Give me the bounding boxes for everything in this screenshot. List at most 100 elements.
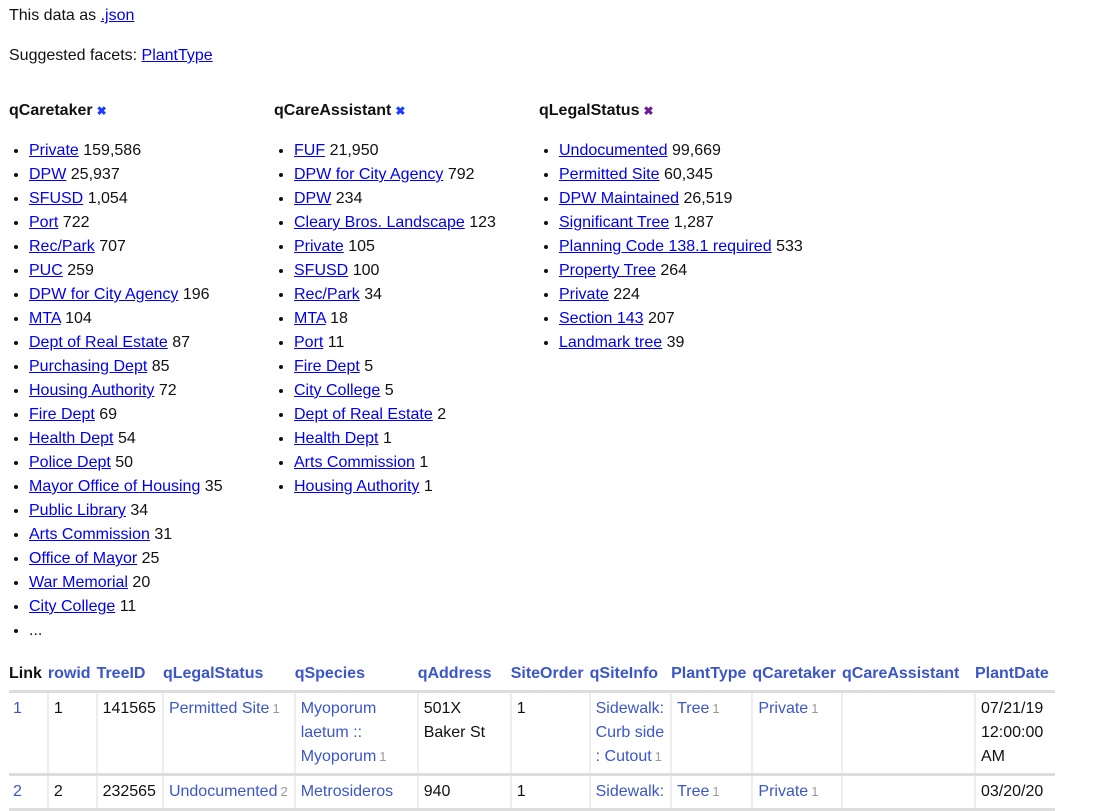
facet-count: 259 [67, 262, 94, 279]
facet-value-link[interactable]: Private [559, 286, 609, 303]
facet-value-link[interactable]: MTA [29, 310, 61, 327]
facet-value-link[interactable]: Fire Dept [29, 406, 95, 423]
remove-facet-x-icon[interactable]: ✖ [643, 104, 654, 118]
facet-count: 792 [447, 166, 475, 183]
facet-item: City College 11 [29, 595, 274, 619]
facet-value-link[interactable]: Permitted Site [559, 166, 660, 183]
facet-value-link[interactable]: Arts Commission [294, 454, 415, 471]
facet-value-link[interactable]: DPW for City Agency [29, 286, 179, 303]
column-header-Link: Link [9, 660, 48, 693]
column-header-qAddress[interactable]: qAddress [417, 660, 511, 693]
facet-value-link[interactable]: DPW for City Agency [294, 166, 444, 183]
facet-item: FUF 21,950 [294, 139, 539, 163]
legal-link[interactable]: Undocumented [168, 783, 278, 800]
facet-value-link[interactable]: DPW Maintained [559, 190, 680, 207]
link-link[interactable]: 2 [13, 783, 22, 800]
treeid-value: 232565 [102, 783, 156, 800]
suggested-facet-planttype[interactable]: PlantType [141, 47, 213, 64]
column-header-SiteOrder[interactable]: SiteOrder [510, 660, 590, 693]
facet-value-link[interactable]: Dept of Real Estate [294, 406, 433, 423]
facet-value-link[interactable]: Housing Authority [294, 478, 420, 495]
facet-item: Purchasing Dept 85 [29, 355, 274, 379]
facet-value-link[interactable]: Health Dept [29, 430, 114, 447]
column-header-PlantType[interactable]: PlantType [671, 660, 753, 693]
planttype-link[interactable]: Tree [677, 700, 710, 717]
facet-value-link[interactable]: Rec/Park [29, 238, 95, 255]
value-count: 1 [712, 784, 720, 799]
caretaker-link[interactable]: Private [758, 700, 809, 717]
facet-value-link[interactable]: Private [29, 142, 79, 159]
cell-link: 1 [9, 691, 48, 776]
facet-value-link[interactable]: City College [294, 382, 381, 399]
facet-item: Planning Code 138.1 required 533 [559, 235, 804, 259]
cell-plantdate: 03/20/20 [974, 774, 1055, 811]
facet-value-link[interactable]: Landmark tree [559, 334, 663, 351]
column-header-qCaretaker[interactable]: qCaretaker [752, 660, 842, 693]
caretaker-link[interactable]: Private [758, 783, 809, 800]
facet-count: 26,519 [683, 190, 733, 207]
cell-siteorder: 1 [509, 691, 590, 776]
planttype-link[interactable]: Tree [677, 783, 710, 800]
facet-value-link[interactable]: Port [29, 214, 59, 231]
cell-rowid: 2 [46, 774, 97, 811]
facet-item: SFUSD 100 [294, 259, 539, 283]
facet-count: 1 [419, 454, 429, 471]
facet-item: Mayor Office of Housing 35 [29, 475, 274, 499]
column-header-TreeID[interactable]: TreeID [96, 660, 163, 693]
column-header-PlantDate[interactable]: PlantDate [975, 660, 1055, 693]
facet-value-link[interactable]: Section 143 [559, 310, 644, 327]
facet-value-link[interactable]: Arts Commission [29, 526, 150, 543]
facet-value-link[interactable]: City College [29, 598, 116, 615]
column-header-qLegalStatus[interactable]: qLegalStatus [162, 660, 295, 693]
facet-count: 11 [327, 334, 345, 351]
column-header-qCareAssistant[interactable]: qCareAssistant [842, 660, 975, 693]
facet-value-link[interactable]: Property Tree [559, 262, 656, 279]
column-header-rowid[interactable]: rowid [47, 660, 97, 693]
facet-value-link[interactable]: Health Dept [294, 430, 379, 447]
facet-more[interactable]: ... [29, 619, 274, 643]
species-link[interactable]: Myoporum laetum :: Myoporum [300, 700, 377, 765]
facet-title: qLegalStatus ✖ [539, 99, 804, 123]
json-link[interactable]: .json [100, 7, 135, 24]
facet-item: MTA 104 [29, 307, 274, 331]
facet-value-link[interactable]: Fire Dept [294, 358, 360, 375]
legal-link[interactable]: Permitted Site [168, 700, 270, 717]
facet-value-link[interactable]: SFUSD [294, 262, 349, 279]
facet-value-link[interactable]: Dept of Real Estate [29, 334, 168, 351]
facet-value-link[interactable]: Mayor Office of Housing [29, 478, 201, 495]
cell-rowid: 1 [46, 691, 97, 776]
remove-facet-x-icon[interactable]: ✖ [96, 104, 107, 118]
facet-value-link[interactable]: DPW [29, 166, 67, 183]
facet-qCareAssistant: qCareAssistant✖FUF 21,950DPW for City Ag… [274, 99, 539, 643]
facet-value-link[interactable]: FUF [294, 142, 326, 159]
species-link[interactable]: Metrosideros [300, 783, 394, 800]
facet-value-link[interactable]: SFUSD [29, 190, 84, 207]
facet-value-link[interactable]: DPW [294, 190, 332, 207]
facet-value-link[interactable]: MTA [294, 310, 326, 327]
facet-value-link[interactable]: Office of Mayor [29, 550, 138, 567]
facet-value-link[interactable]: Purchasing Dept [29, 358, 148, 375]
facet-value-link[interactable]: Port [294, 334, 324, 351]
facet-value-link[interactable]: Public Library [29, 502, 126, 519]
facet-value-link[interactable]: Significant Tree [559, 214, 670, 231]
link-link[interactable]: 1 [13, 700, 22, 717]
column-header-qSpecies[interactable]: qSpecies [294, 660, 418, 693]
facet-value-link[interactable]: Rec/Park [294, 286, 360, 303]
column-header-qSiteInfo[interactable]: qSiteInfo [589, 660, 672, 693]
facet-value-link[interactable]: Undocumented [559, 142, 668, 159]
siteinfo-link[interactable]: Sidewalk: Curb side : Cutout [595, 700, 665, 765]
facet-item: DPW for City Agency 196 [29, 283, 274, 307]
facet-count: 25,937 [70, 166, 120, 183]
facet-value-link[interactable]: Housing Authority [29, 382, 155, 399]
facet-value-link[interactable]: War Memorial [29, 574, 128, 591]
remove-facet-x-icon[interactable]: ✖ [395, 104, 406, 118]
siteinfo-link[interactable]: Sidewalk: [595, 783, 665, 800]
facet-value-link[interactable]: Police Dept [29, 454, 111, 471]
facet-count: 196 [182, 286, 210, 303]
facet-value-link[interactable]: Cleary Bros. Landscape [294, 214, 465, 231]
facet-value-link[interactable]: Private [294, 238, 344, 255]
facet-value-link[interactable]: PUC [29, 262, 63, 279]
facet-count: 224 [613, 286, 640, 303]
facet-value-link[interactable]: Planning Code 138.1 required [559, 238, 772, 255]
facet-count: 60,345 [663, 166, 713, 183]
